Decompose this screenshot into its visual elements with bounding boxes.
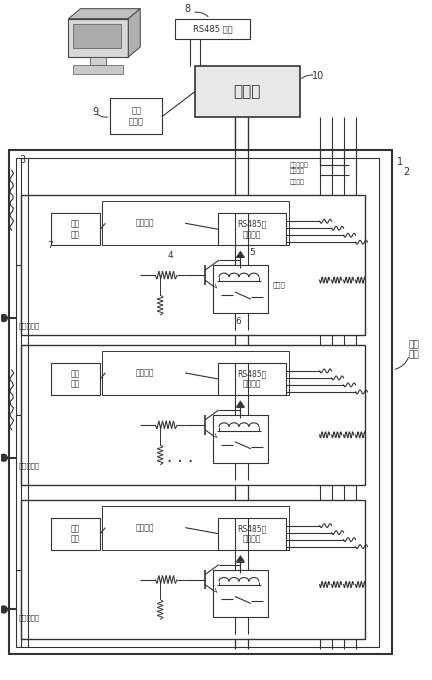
Text: 整流
稳压: 整流 稳压	[71, 369, 80, 389]
Text: · · ·: · · ·	[167, 453, 193, 471]
Text: RS485总
线驱动器: RS485总 线驱动器	[237, 524, 267, 543]
Text: 采集器: 采集器	[234, 84, 261, 99]
Text: 5: 5	[249, 248, 255, 256]
Bar	[213, 415, 268, 463]
Text: 传感器信号
传输总线: 传感器信号 传输总线	[290, 163, 308, 174]
Polygon shape	[236, 251, 245, 257]
Circle shape	[0, 315, 7, 322]
Text: RS485 总线: RS485 总线	[193, 24, 232, 33]
Text: RS485总
线驱动器: RS485总 线驱动器	[237, 220, 267, 239]
Bar	[213, 570, 268, 617]
Bar	[73, 65, 123, 74]
Bar	[21, 500, 365, 639]
Text: 振弦传感器: 振弦传感器	[19, 614, 40, 621]
Bar	[105, 511, 185, 543]
Bar	[218, 517, 286, 549]
Bar	[102, 351, 289, 395]
Bar	[90, 57, 106, 65]
Bar	[16, 158, 379, 647]
Text: 微控制器: 微控制器	[136, 369, 155, 377]
Text: 微控制器: 微控制器	[136, 523, 155, 532]
Bar	[51, 363, 100, 395]
Bar	[218, 214, 286, 245]
Polygon shape	[128, 9, 140, 57]
Text: 缆线
外层: 缆线 外层	[409, 340, 420, 360]
Text: 振弦传感器: 振弦传感器	[19, 462, 40, 469]
Bar	[73, 24, 121, 48]
Bar	[195, 65, 300, 118]
Bar	[105, 207, 185, 239]
Bar	[105, 357, 185, 389]
Bar	[218, 363, 286, 395]
Text: 整流
稳压: 整流 稳压	[71, 524, 80, 543]
Text: 1: 1	[397, 157, 403, 167]
Bar	[213, 265, 268, 313]
Text: 继电器: 继电器	[273, 282, 286, 288]
Text: 整流
稳压: 整流 稳压	[71, 220, 80, 239]
Bar	[102, 201, 289, 245]
Text: 10: 10	[311, 71, 324, 80]
Text: RS485总
线驱动器: RS485总 线驱动器	[237, 369, 267, 389]
Text: 6: 6	[235, 316, 241, 326]
Polygon shape	[236, 556, 245, 562]
Bar	[110, 99, 162, 135]
Text: 电源
控制器: 电源 控制器	[129, 107, 144, 126]
Bar	[102, 506, 289, 549]
Bar	[21, 195, 365, 335]
Polygon shape	[69, 9, 140, 18]
Text: 3: 3	[19, 155, 25, 165]
Text: 微控制器: 微控制器	[136, 219, 155, 228]
Bar	[51, 214, 100, 245]
Text: 振弦传感器: 振弦传感器	[19, 323, 40, 329]
Bar	[51, 517, 100, 549]
Polygon shape	[236, 401, 245, 407]
Text: 通信总线: 通信总线	[290, 180, 305, 185]
Text: 9: 9	[92, 107, 98, 118]
Bar	[21, 345, 365, 485]
Circle shape	[0, 454, 7, 461]
Text: 8: 8	[184, 3, 190, 14]
Bar	[69, 18, 128, 57]
Text: 4: 4	[167, 251, 173, 260]
Bar	[175, 18, 250, 39]
Circle shape	[0, 606, 7, 613]
Text: 2: 2	[403, 167, 410, 177]
Bar	[9, 150, 392, 654]
Text: 7: 7	[48, 241, 54, 250]
